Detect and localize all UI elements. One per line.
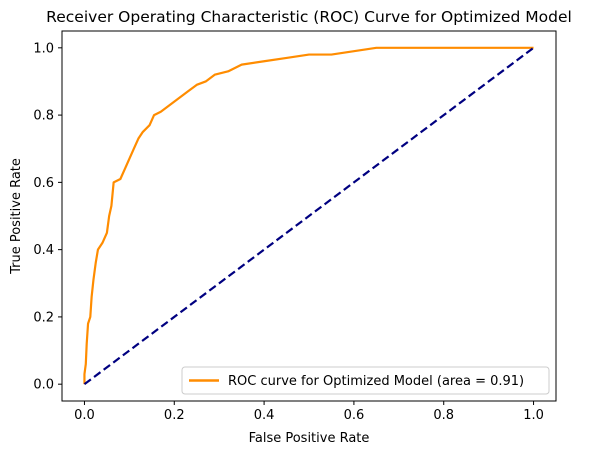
x-tick-label: 1.0 [523,408,544,423]
x-tick-label: 0.8 [433,408,454,423]
x-axis-label: False Positive Rate [249,431,370,446]
x-tick-label: 0.4 [254,408,275,423]
legend: ROC curve for Optimized Model (area = 0.… [181,366,550,395]
legend-item-label: ROC curve for Optimized Model (area = 0.… [228,374,524,389]
y-tick-label: 0.8 [33,109,54,124]
chance-diagonal-line [83,46,535,386]
legend-box [181,366,550,395]
y-axis-label: True Positive Rate [9,158,24,275]
y-tick-label: 0.0 [33,378,54,393]
y-tick-label: 0.4 [33,243,54,258]
roc-curve-line [83,46,534,385]
y-axis: 0.0 0.2 0.4 0.6 0.8 1.0 [33,41,62,393]
x-tick-label: 0.6 [344,408,365,423]
x-tick-label: 0.0 [74,408,95,423]
y-tick-label: 1.0 [33,41,54,56]
chart-title: Receiver Operating Characteristic (ROC) … [46,8,572,26]
y-tick-label: 0.2 [33,310,54,325]
x-axis: 0.0 0.2 0.4 0.6 0.8 1.0 [74,401,544,423]
series-layer [83,46,535,386]
plot-area-frame [61,30,557,402]
y-tick-label: 0.6 [33,176,54,191]
x-tick-label: 0.2 [164,408,185,423]
